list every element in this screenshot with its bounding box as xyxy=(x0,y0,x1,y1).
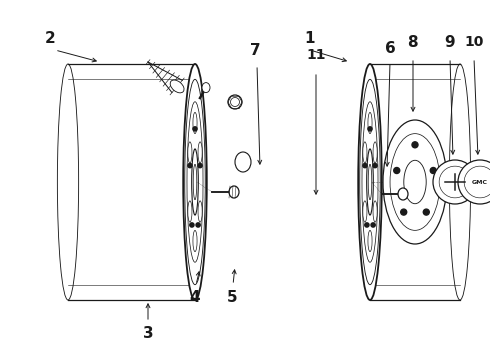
Ellipse shape xyxy=(193,230,197,252)
Ellipse shape xyxy=(202,82,210,93)
Text: 5: 5 xyxy=(227,289,237,305)
Ellipse shape xyxy=(170,80,184,93)
Ellipse shape xyxy=(358,64,382,300)
Text: 10: 10 xyxy=(465,35,484,49)
Ellipse shape xyxy=(373,142,377,163)
Circle shape xyxy=(430,167,436,174)
Circle shape xyxy=(188,163,192,168)
Circle shape xyxy=(458,160,490,204)
Ellipse shape xyxy=(192,149,198,215)
Text: 7: 7 xyxy=(250,42,260,58)
Ellipse shape xyxy=(183,64,207,300)
Ellipse shape xyxy=(228,95,242,109)
Circle shape xyxy=(394,167,400,174)
Ellipse shape xyxy=(198,142,202,163)
Circle shape xyxy=(371,223,375,227)
Ellipse shape xyxy=(363,142,367,163)
Circle shape xyxy=(423,209,429,215)
Text: 9: 9 xyxy=(445,35,455,50)
Circle shape xyxy=(363,163,367,168)
Ellipse shape xyxy=(235,152,251,172)
Ellipse shape xyxy=(198,201,202,222)
Circle shape xyxy=(190,223,194,227)
Text: GMC: GMC xyxy=(472,180,488,185)
Text: 1: 1 xyxy=(305,31,315,45)
Ellipse shape xyxy=(367,149,373,215)
Text: 11: 11 xyxy=(306,48,326,62)
Text: 8: 8 xyxy=(407,35,417,50)
Circle shape xyxy=(196,223,200,227)
Ellipse shape xyxy=(187,102,203,262)
Ellipse shape xyxy=(193,112,197,134)
Circle shape xyxy=(365,223,369,227)
Ellipse shape xyxy=(362,102,378,262)
Ellipse shape xyxy=(368,112,372,134)
Ellipse shape xyxy=(188,201,192,222)
Ellipse shape xyxy=(398,188,408,200)
Circle shape xyxy=(373,163,377,168)
Circle shape xyxy=(412,142,418,148)
Ellipse shape xyxy=(449,64,470,300)
Circle shape xyxy=(193,127,197,131)
Ellipse shape xyxy=(383,120,447,244)
Text: 4: 4 xyxy=(190,289,200,305)
Ellipse shape xyxy=(373,201,377,222)
Text: 3: 3 xyxy=(143,327,153,342)
Ellipse shape xyxy=(229,186,239,198)
Circle shape xyxy=(401,209,407,215)
Text: 2: 2 xyxy=(45,31,55,45)
Circle shape xyxy=(198,163,202,168)
Ellipse shape xyxy=(368,230,372,252)
Circle shape xyxy=(368,127,372,131)
Ellipse shape xyxy=(363,201,367,222)
Ellipse shape xyxy=(57,64,78,300)
Circle shape xyxy=(433,160,477,204)
Text: 6: 6 xyxy=(385,41,395,55)
Ellipse shape xyxy=(188,142,192,163)
